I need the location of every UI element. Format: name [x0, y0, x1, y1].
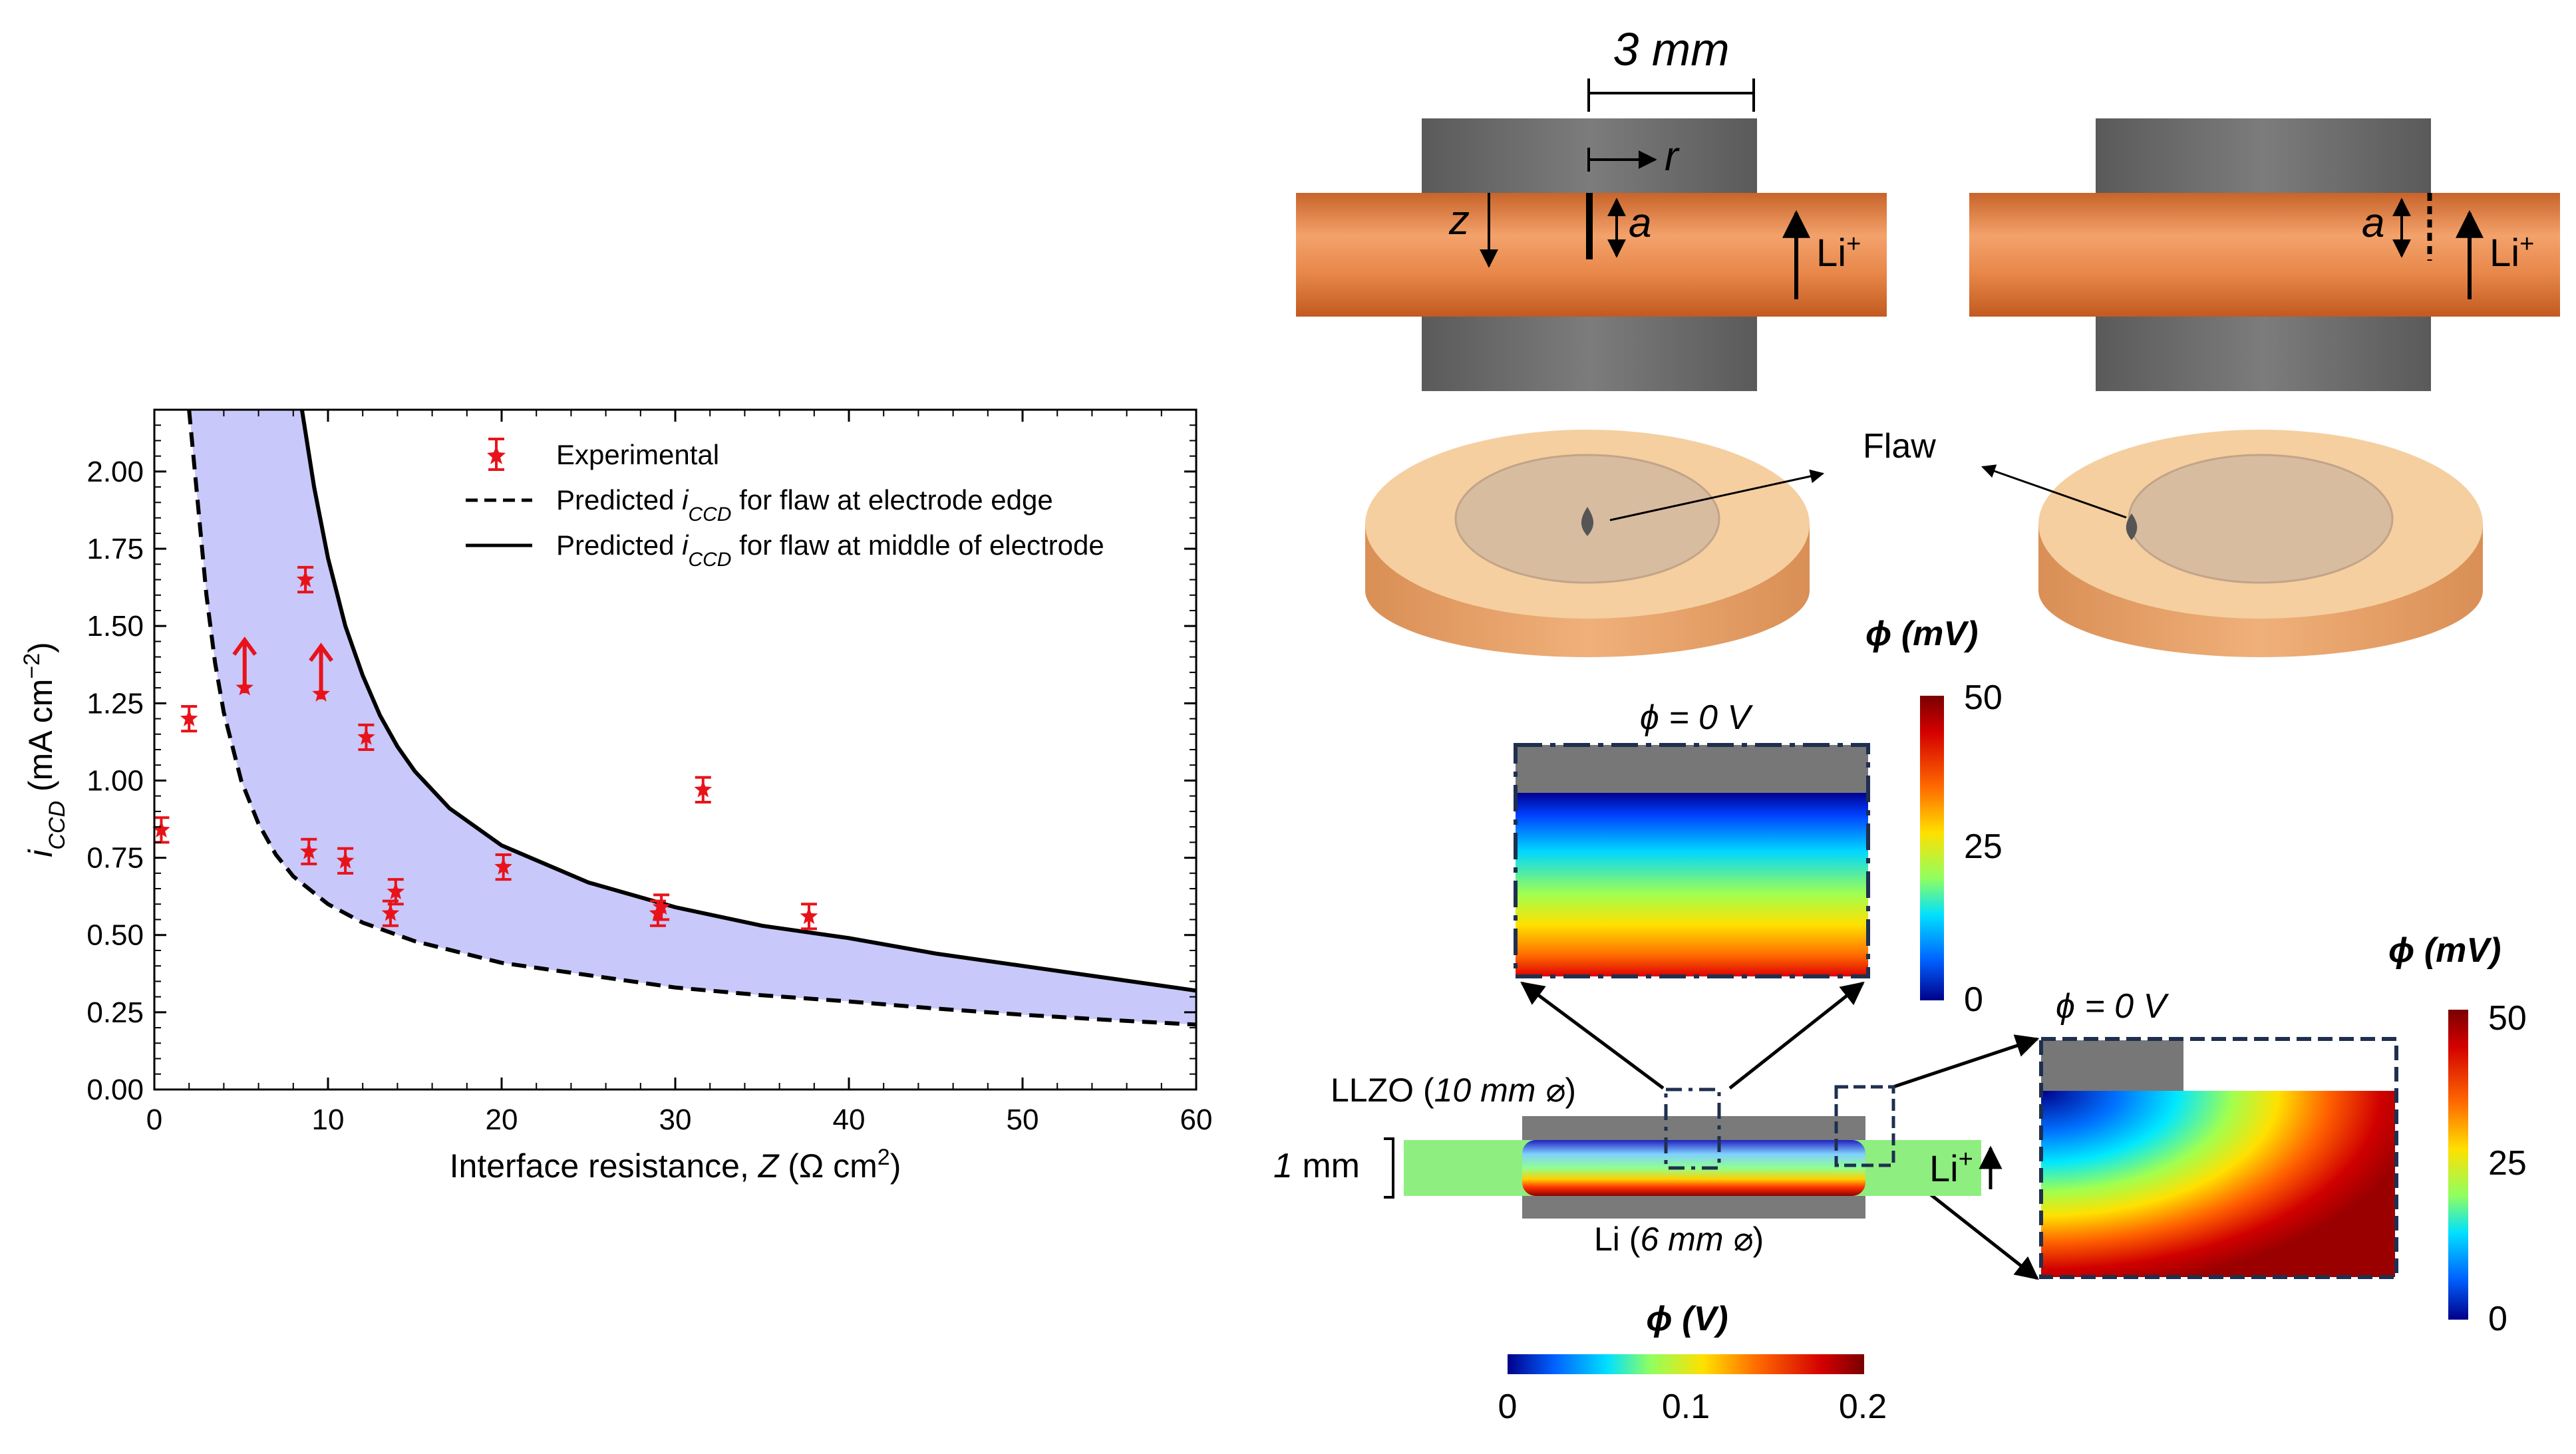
prediction-curve-layer: [187, 410, 1196, 1027]
phi-zero-label-top: ϕ = 0 V: [1640, 698, 1754, 737]
legend-label-experimental: Experimental: [556, 439, 719, 470]
experimental-point-10: [494, 853, 512, 881]
y-tick-label-0.50: 0.50: [86, 919, 144, 952]
x-axis-label: Interface resistance, Z (Ω cm2): [450, 1145, 901, 1185]
x-tick-label-50: 50: [1007, 1103, 1039, 1136]
thickness-label: 1 mm: [1273, 1147, 1360, 1185]
experimental-point-2: [232, 636, 257, 696]
legend-label-middle: Predicted iCCD for flaw at middle of ele…: [556, 529, 1104, 571]
legend-marker-experimental: [487, 438, 506, 471]
colorbar-top: [1920, 696, 1944, 1000]
r-label: r: [1665, 134, 1680, 180]
experimental-point-12: [652, 893, 671, 921]
experimental-point-6: [336, 847, 355, 875]
x-tick-label-60: 60: [1180, 1103, 1213, 1136]
x-tick-label-10: 10: [312, 1103, 345, 1136]
experimental-point-3: [296, 565, 315, 594]
x-tick-label-20: 20: [486, 1103, 518, 1136]
dimension-label-3mm: 3 mm: [1613, 23, 1730, 75]
curve-flaw-edge: [187, 410, 1196, 1027]
phi-zero-label-right: ϕ = 0 V: [2056, 987, 2170, 1026]
x-tick-label-0: 0: [146, 1103, 162, 1136]
field-inset-right: [2039, 1037, 2398, 1279]
prediction-band-layer: [189, 410, 1196, 1025]
experimental-point-7: [357, 723, 375, 751]
axis-ticks: 0 10 20 30 40 50 60 0.00 0.25 0.50 0.75 1.00 1.25 1.5…: [86, 410, 1212, 1136]
li-ion-label-cell: Li+: [1929, 1145, 1973, 1189]
experimental-point-14: [800, 903, 818, 931]
cbar-right-tick-50: 50: [2488, 999, 2527, 1038]
experimental-point-4: [299, 837, 318, 865]
y-tick-label-2.00: 2.00: [86, 456, 144, 488]
cross-section-middle: 3 mm r z a Li+: [1296, 23, 1887, 391]
phi-mv-label-top: ϕ (mV): [1865, 615, 1978, 653]
field-inset-top: [1514, 743, 1870, 978]
y-tick-label-0.75: 0.75: [86, 842, 144, 875]
li-bottom-label: Li (6 mm ⌀): [1594, 1221, 1764, 1258]
curve-flaw-middle: [299, 410, 1196, 993]
experimental-points-layer: [152, 565, 818, 931]
cbar-top-tick-50: 50: [1964, 678, 2003, 717]
flaw-icon-middle: [1581, 507, 1594, 536]
experimental-point-1: [180, 704, 198, 733]
cbar-bottom-tick-0.1: 0.1: [1662, 1387, 1710, 1426]
cbar-top-tick-0: 0: [1964, 980, 1983, 1019]
z-label: z: [1448, 198, 1470, 243]
cbar-right-tick-0: 0: [2488, 1300, 2507, 1338]
flaw-crack-middle: [1586, 193, 1593, 259]
prediction-band: [189, 410, 1196, 1025]
icCD-chart: 0 10 20 30 40 50 60 0.00 0.25 0.50 0.75 1.00 1.25 1.5…: [19, 408, 1212, 1185]
y-tick-label-1.25: 1.25: [86, 687, 144, 720]
a-label-edge: a: [2362, 200, 2384, 246]
disk-flaw-edge: [1981, 430, 2483, 657]
y-axis-label: iCCD (mA cm−2): [19, 642, 70, 857]
cbar-right-tick-25: 25: [2488, 1144, 2527, 1183]
li-ion-label-edge: Li+: [2490, 230, 2534, 275]
cbar-bottom-tick-0.2: 0.2: [1839, 1387, 1887, 1426]
experimental-point-5: [309, 643, 333, 702]
y-tick-label-1.00: 1.00: [86, 764, 144, 797]
cbar-bottom-tick-0: 0: [1498, 1387, 1518, 1426]
legend: Experimental Predicted iCCD for flaw at …: [466, 438, 1104, 571]
y-tick-label-0.25: 0.25: [86, 996, 144, 1029]
li-ion-label-middle: Li+: [1816, 230, 1861, 275]
cell-cross-section: [1404, 1085, 1981, 1219]
phi-mv-label-right: ϕ (mV): [2388, 931, 2501, 970]
experimental-point-13: [694, 776, 713, 803]
x-tick-label-40: 40: [833, 1103, 866, 1136]
disk-flaw-middle: [1365, 430, 1825, 657]
llzo-label: LLZO (10 mm ⌀): [1331, 1072, 1576, 1109]
thickness-bracket: [1384, 1137, 1394, 1199]
phi-v-label: ϕ (V): [1646, 1300, 1728, 1338]
x-tick-label-30: 30: [659, 1103, 692, 1136]
cross-section-edge: a Li+: [1969, 118, 2560, 391]
legend-label-edge: Predicted iCCD for flaw at electrode edg…: [556, 484, 1053, 525]
flaw-icon-edge: [2126, 513, 2138, 540]
colorbar-bottom: [1508, 1354, 1864, 1374]
cbar-top-tick-25: 25: [1964, 827, 2003, 866]
flaw-label: Flaw: [1863, 427, 1936, 466]
a-label-middle: a: [1629, 200, 1651, 246]
y-tick-label-1.75: 1.75: [86, 533, 144, 565]
y-tick-label-0.00: 0.00: [86, 1074, 144, 1106]
colorbar-right: [2448, 1010, 2468, 1320]
experimental-point-9: [387, 878, 405, 906]
y-tick-label-1.50: 1.50: [86, 610, 144, 643]
